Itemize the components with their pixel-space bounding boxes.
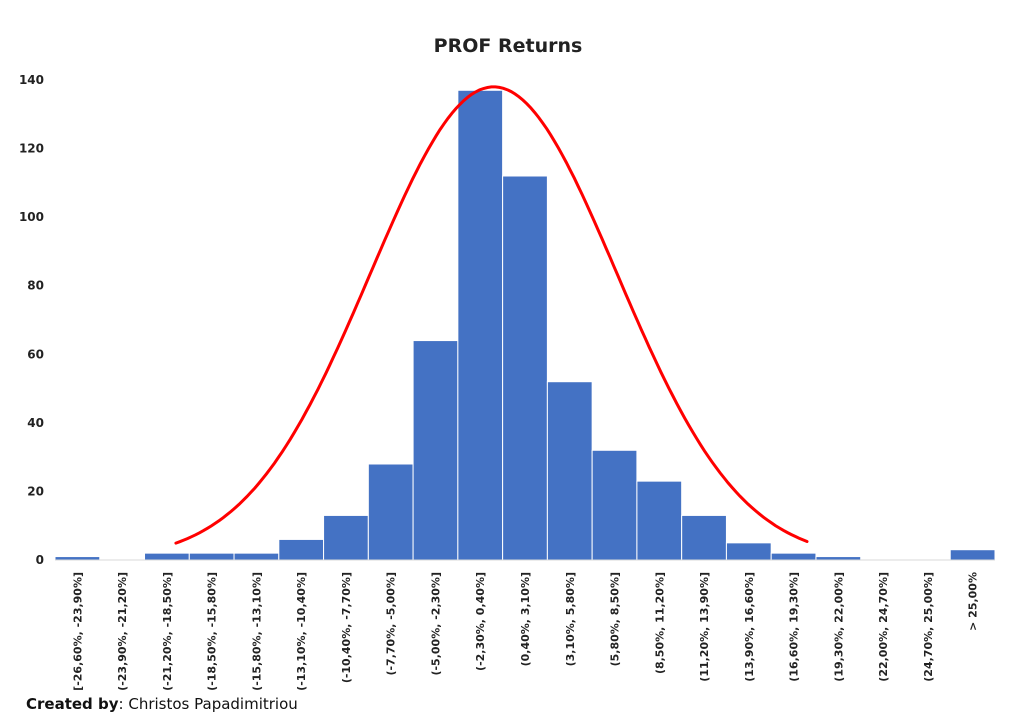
- x-tick-label: (-10,40%, -7,70%]: [340, 572, 353, 683]
- x-tick-label: (16,60%, 19,30%]: [788, 572, 801, 682]
- histogram-bar: [144, 552, 190, 561]
- x-tick-label: (-18,50%, -15,80%]: [206, 572, 219, 690]
- normal-distribution-curve: [174, 85, 809, 545]
- x-tick-label: (0,40%, 3,10%]: [519, 572, 532, 666]
- bars: [54, 89, 996, 561]
- histogram-bar: [681, 514, 727, 561]
- histogram-bar: [725, 542, 772, 561]
- credit-author: Christos Papadimitriou: [128, 695, 298, 713]
- x-tick-label: (-2,30%, 0,40%]: [474, 572, 487, 671]
- x-tick-label: (-5,00%, -2,30%]: [429, 572, 442, 676]
- x-tick-label: (8,50%, 11,20%]: [653, 572, 666, 674]
- histogram-bar: [636, 480, 683, 561]
- x-tick-label: (19,30%, 22,00%]: [832, 572, 845, 682]
- chart-title: PROF Returns: [434, 35, 583, 57]
- x-tick-label: (13,90%, 16,60%]: [743, 572, 756, 682]
- histogram-bar: [367, 463, 414, 561]
- histogram-bar: [233, 552, 280, 561]
- histogram-bar: [949, 549, 996, 561]
- y-tick-label: 20: [27, 484, 44, 498]
- x-tick-label: [-26,60%, -23,90%]: [71, 572, 84, 690]
- x-axis-tick-labels: [-26,60%, -23,90%] (-23,90%, -21,20%] (-21…: [71, 572, 979, 690]
- x-tick-label: > 25,00%: [967, 572, 980, 631]
- normal-curve-layer: [174, 85, 809, 545]
- histogram-bar: [323, 514, 369, 561]
- x-tick-label: (-21,20%, -18,50%]: [161, 572, 174, 690]
- y-tick-label: 0: [36, 553, 44, 567]
- histogram-bar: [591, 449, 638, 561]
- histogram-bar: [815, 556, 862, 561]
- y-tick-label: 120: [19, 142, 44, 156]
- x-tick-label: (5,80%, 8,50%]: [609, 572, 622, 666]
- credit-separator: :: [118, 695, 129, 713]
- credit-line: Created by: Christos Papadimitriou: [26, 695, 298, 713]
- histogram-bar: [502, 175, 548, 561]
- x-tick-label: (-7,70%, -5,00%]: [385, 572, 398, 676]
- histogram-bar: [54, 556, 101, 561]
- x-tick-label: (-13,10%, -10,40%]: [295, 572, 308, 690]
- histogram-bar: [457, 89, 504, 561]
- y-axis: 0 20 40 60 80 100 120 140: [19, 73, 44, 567]
- histogram-bar: [278, 538, 325, 561]
- histogram-bar: [546, 381, 593, 561]
- x-tick-label: (11,20%, 13,90%]: [698, 572, 711, 682]
- histogram-bar: [412, 340, 459, 561]
- histogram-bar: [188, 552, 235, 561]
- x-tick-label: (24,70%, 25,00%]: [922, 572, 935, 682]
- histogram-bar: [770, 552, 817, 561]
- x-tick-label: (-23,90%, -21,20%]: [116, 572, 129, 690]
- credit-label: Created by: [26, 695, 119, 713]
- y-tick-label: 100: [19, 210, 44, 224]
- y-tick-label: 40: [27, 416, 44, 430]
- x-tick-label: (22,00%, 24,70%]: [877, 572, 890, 682]
- chart-svg: PROF Returns 0 20 40 60 80 100 120 140 [-26,60%…: [19, 35, 996, 690]
- x-tick-label: (-15,80%, -13,10%]: [250, 572, 263, 690]
- y-tick-label: 80: [27, 279, 44, 293]
- x-tick-label: (3,10%, 5,80%]: [564, 572, 577, 666]
- y-tick-label: 60: [27, 347, 44, 361]
- y-tick-label: 140: [19, 73, 44, 87]
